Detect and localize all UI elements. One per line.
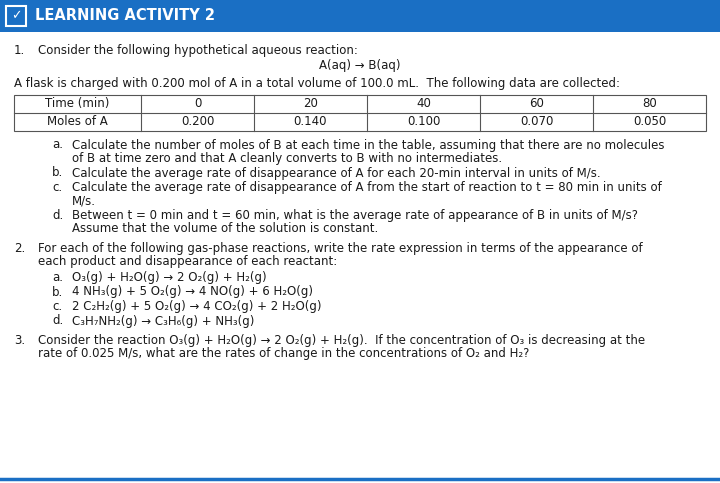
Text: 0.140: 0.140 <box>294 115 327 128</box>
Text: 4 NH₃(g) + 5 O₂(g) → 4 NO(g) + 6 H₂O(g): 4 NH₃(g) + 5 O₂(g) → 4 NO(g) + 6 H₂O(g) <box>72 285 313 298</box>
Bar <box>0 0 720 32</box>
Text: ✓: ✓ <box>11 10 22 23</box>
Text: 0.050: 0.050 <box>633 115 666 128</box>
Text: Calculate the average rate of disappearance of A for each 20-min interval in uni: Calculate the average rate of disappeara… <box>72 167 600 180</box>
Text: a.: a. <box>52 271 63 284</box>
Text: A flask is charged with 0.200 mol of A in a total volume of 100.0 mL.  The follo: A flask is charged with 0.200 mol of A i… <box>14 77 620 90</box>
Text: Between t = 0 min and t = 60 min, what is the average rate of appearance of B in: Between t = 0 min and t = 60 min, what i… <box>72 209 638 222</box>
Text: 80: 80 <box>642 97 657 110</box>
Bar <box>14 95 706 130</box>
Text: A(aq) → B(aq): A(aq) → B(aq) <box>319 59 401 72</box>
Text: c.: c. <box>52 300 62 313</box>
Text: 3.: 3. <box>14 334 25 347</box>
Text: c.: c. <box>52 181 62 194</box>
Text: Calculate the average rate of disappearance of A from the start of reaction to t: Calculate the average rate of disappeara… <box>72 181 662 194</box>
Text: M/s.: M/s. <box>72 195 96 208</box>
Text: Consider the reaction O₃(g) + H₂O(g) → 2 O₂(g) + H₂(g).  If the concentration of: Consider the reaction O₃(g) + H₂O(g) → 2… <box>38 334 645 347</box>
Text: Time (min): Time (min) <box>45 97 109 110</box>
Text: each product and disappearance of each reactant:: each product and disappearance of each r… <box>38 256 337 269</box>
Text: 20: 20 <box>303 97 318 110</box>
Text: 0.200: 0.200 <box>181 115 214 128</box>
Text: 0.070: 0.070 <box>520 115 553 128</box>
Text: 40: 40 <box>416 97 431 110</box>
Text: 0.100: 0.100 <box>407 115 440 128</box>
Text: 60: 60 <box>529 97 544 110</box>
Text: For each of the following gas-phase reactions, write the rate expression in term: For each of the following gas-phase reac… <box>38 242 643 255</box>
Text: C₃H₇NH₂(g) → C₃H₆(g) + NH₃(g): C₃H₇NH₂(g) → C₃H₆(g) + NH₃(g) <box>72 314 254 327</box>
Text: 0: 0 <box>194 97 201 110</box>
Text: O₃(g) + H₂O(g) → 2 O₂(g) + H₂(g): O₃(g) + H₂O(g) → 2 O₂(g) + H₂(g) <box>72 271 266 284</box>
Text: d.: d. <box>52 209 63 222</box>
Text: Calculate the number of moles of B at each time in the table, assuming that ther: Calculate the number of moles of B at ea… <box>72 139 665 152</box>
Text: d.: d. <box>52 314 63 327</box>
Text: Moles of A: Moles of A <box>47 115 108 128</box>
Text: 2.: 2. <box>14 242 25 255</box>
Text: a.: a. <box>52 139 63 152</box>
Text: Assume that the volume of the solution is constant.: Assume that the volume of the solution i… <box>72 223 378 236</box>
Text: b.: b. <box>52 167 63 180</box>
Text: LEARNING ACTIVITY 2: LEARNING ACTIVITY 2 <box>35 9 215 24</box>
Text: 1.: 1. <box>14 44 25 57</box>
Text: b.: b. <box>52 285 63 298</box>
Text: Consider the following hypothetical aqueous reaction:: Consider the following hypothetical aque… <box>38 44 358 57</box>
Text: rate of 0.025 M/s, what are the rates of change in the concentrations of O₂ and : rate of 0.025 M/s, what are the rates of… <box>38 347 529 360</box>
Text: 2 C₂H₂(g) + 5 O₂(g) → 4 CO₂(g) + 2 H₂O(g): 2 C₂H₂(g) + 5 O₂(g) → 4 CO₂(g) + 2 H₂O(g… <box>72 300 322 313</box>
Bar <box>6 6 26 26</box>
Text: of B at time zero and that A cleanly converts to B with no intermediates.: of B at time zero and that A cleanly con… <box>72 152 502 165</box>
